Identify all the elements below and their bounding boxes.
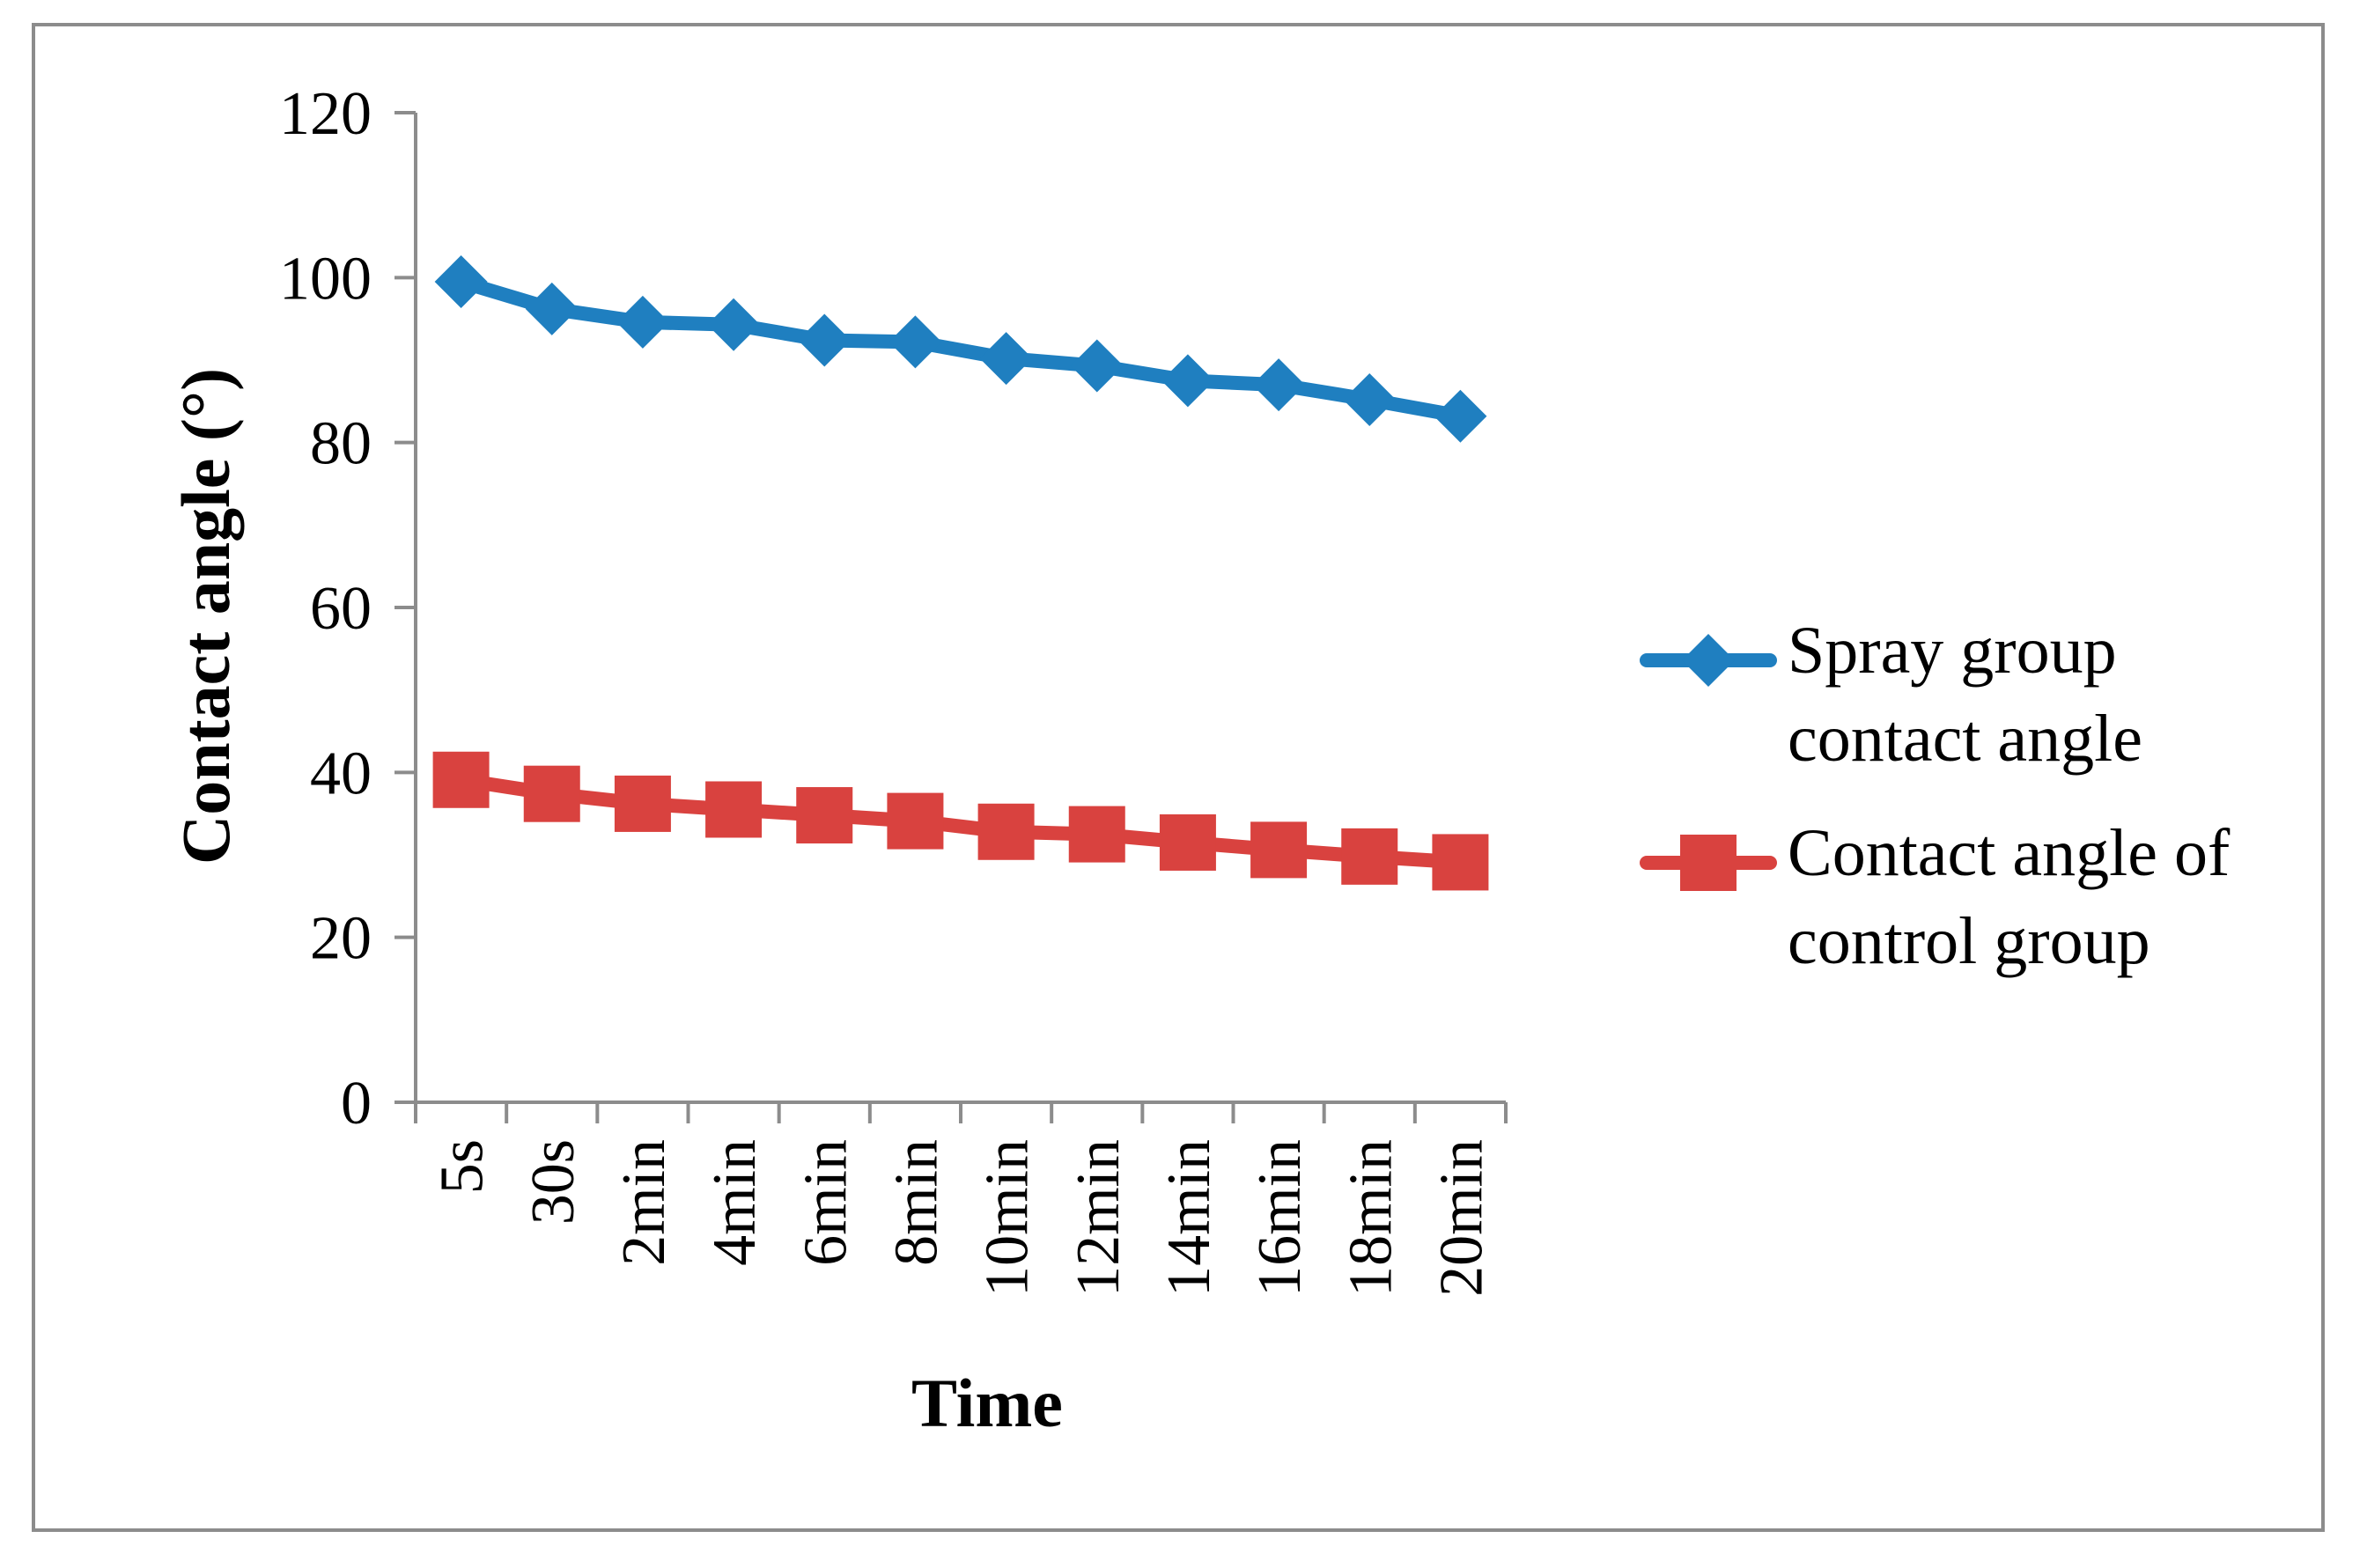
series-line — [453, 275, 1468, 423]
data-point — [434, 255, 488, 309]
x-tick-label: 10min — [974, 1139, 1042, 1297]
data-point — [1252, 358, 1306, 412]
y-tick-label: 40 — [310, 740, 372, 807]
data-point — [1434, 389, 1487, 443]
data-point — [1159, 813, 1216, 871]
data-point — [432, 751, 490, 808]
x-tick-label: 2min — [610, 1139, 678, 1266]
x-tick-label: 8min — [882, 1139, 950, 1266]
data-point — [1250, 821, 1308, 879]
data-point — [979, 332, 1033, 386]
data-point — [523, 765, 580, 822]
x-tick-label: 18min — [1337, 1139, 1405, 1297]
data-point — [889, 315, 942, 369]
x-tick-label: 5s — [429, 1139, 497, 1194]
y-tick-label: 120 — [279, 80, 372, 148]
data-point — [1070, 339, 1124, 393]
legend-label: Contact angle of — [1788, 816, 2231, 890]
series-control-group — [432, 751, 1489, 891]
data-point — [1341, 828, 1398, 885]
chart-frame: 0 20 40 60 80 100 120 5s 30s 2min 4min 6min 8min 10mi… — [32, 23, 2325, 1532]
data-point — [616, 295, 669, 349]
data-point — [525, 282, 579, 335]
data-point — [887, 792, 944, 850]
data-point — [614, 775, 671, 832]
data-point — [707, 298, 761, 351]
data-point — [1343, 372, 1397, 426]
x-tick-label: 4min — [701, 1139, 769, 1266]
x-tick-label: 12min — [1065, 1139, 1132, 1297]
legend-label: control group — [1788, 904, 2150, 978]
data-point — [796, 787, 853, 844]
axes: 0 20 40 60 80 100 120 5s 30s 2min 4min 6min 8min 10mi… — [167, 80, 1508, 1441]
x-tick-label: 30s — [520, 1139, 587, 1225]
series-layer — [432, 255, 1489, 891]
legend-marker — [1682, 634, 1735, 687]
x-tick-label: 16min — [1246, 1139, 1314, 1297]
data-point — [1161, 354, 1214, 408]
legend-marker — [1680, 835, 1737, 891]
y-tick-label: 0 — [341, 1070, 372, 1137]
x-tick-label: 14min — [1155, 1139, 1223, 1297]
y-tick-label: 60 — [310, 575, 372, 643]
data-point — [705, 781, 763, 838]
y-axis-title: Contact angle (°) — [167, 368, 244, 865]
legend: Spray group contact angle Contact angle of… — [1640, 614, 2231, 978]
y-tick-label: 20 — [310, 905, 372, 973]
y-tick-label: 80 — [310, 410, 372, 478]
series-spray-group — [434, 255, 1487, 443]
y-tick-label: 100 — [279, 245, 372, 313]
x-axis-title: Time — [911, 1365, 1063, 1441]
chart-svg: 0 20 40 60 80 100 120 5s 30s 2min 4min 6min 8min 10mi… — [167, 80, 2231, 1441]
legend-item: Contact angle of control group — [1640, 816, 2231, 978]
legend-label: Spray group — [1788, 614, 2117, 688]
data-point — [1432, 834, 1489, 891]
series-line — [453, 772, 1468, 870]
data-point — [798, 313, 852, 367]
legend-label: contact angle — [1788, 702, 2142, 776]
x-tick-label: 6min — [792, 1139, 859, 1266]
x-tick-label: 20min — [1427, 1139, 1495, 1297]
data-point — [1068, 806, 1125, 863]
legend-item: Spray group contact angle — [1640, 614, 2142, 776]
data-point — [977, 803, 1035, 860]
